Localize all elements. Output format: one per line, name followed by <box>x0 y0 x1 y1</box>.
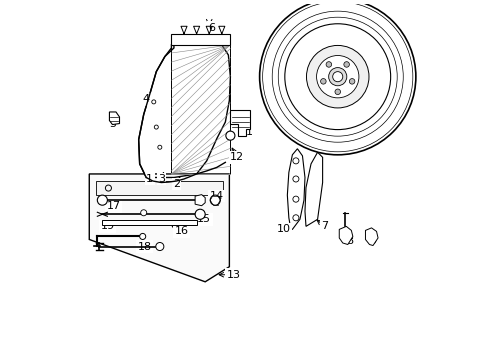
Circle shape <box>325 62 331 67</box>
Text: 15: 15 <box>197 214 211 224</box>
Polygon shape <box>109 112 119 125</box>
Circle shape <box>225 131 234 140</box>
Polygon shape <box>339 226 352 244</box>
Text: 19: 19 <box>100 221 114 231</box>
Circle shape <box>140 233 145 239</box>
Polygon shape <box>171 34 230 45</box>
Polygon shape <box>195 195 205 206</box>
Text: 11: 11 <box>240 127 253 137</box>
Circle shape <box>156 243 163 251</box>
Text: 5: 5 <box>109 118 116 129</box>
Text: 14: 14 <box>209 191 224 201</box>
Circle shape <box>328 68 346 86</box>
Circle shape <box>320 78 325 84</box>
Polygon shape <box>365 228 377 246</box>
Circle shape <box>334 89 340 95</box>
Circle shape <box>316 55 358 98</box>
Text: 13: 13 <box>226 270 240 280</box>
Polygon shape <box>305 152 322 226</box>
Text: 9: 9 <box>369 237 376 247</box>
Polygon shape <box>287 149 305 229</box>
Polygon shape <box>102 220 196 225</box>
Text: 3: 3 <box>158 174 164 184</box>
Text: 1: 1 <box>146 174 153 184</box>
Polygon shape <box>230 111 249 136</box>
Text: 12: 12 <box>229 152 244 162</box>
Polygon shape <box>96 181 223 195</box>
Circle shape <box>141 210 146 216</box>
Polygon shape <box>89 174 229 282</box>
Circle shape <box>348 78 354 84</box>
Text: 4: 4 <box>142 94 149 104</box>
Text: 18: 18 <box>137 242 151 252</box>
Circle shape <box>306 45 368 108</box>
Text: 7: 7 <box>321 221 328 231</box>
Text: 6: 6 <box>208 23 215 33</box>
Text: 8: 8 <box>345 237 352 247</box>
Text: 10: 10 <box>276 224 290 234</box>
Circle shape <box>97 195 107 205</box>
Circle shape <box>195 209 205 219</box>
Circle shape <box>343 62 349 67</box>
Circle shape <box>210 195 220 205</box>
Text: 2: 2 <box>173 179 180 189</box>
Text: 17: 17 <box>106 201 120 211</box>
Circle shape <box>332 72 342 82</box>
Text: 16: 16 <box>174 226 188 237</box>
Polygon shape <box>171 45 230 174</box>
